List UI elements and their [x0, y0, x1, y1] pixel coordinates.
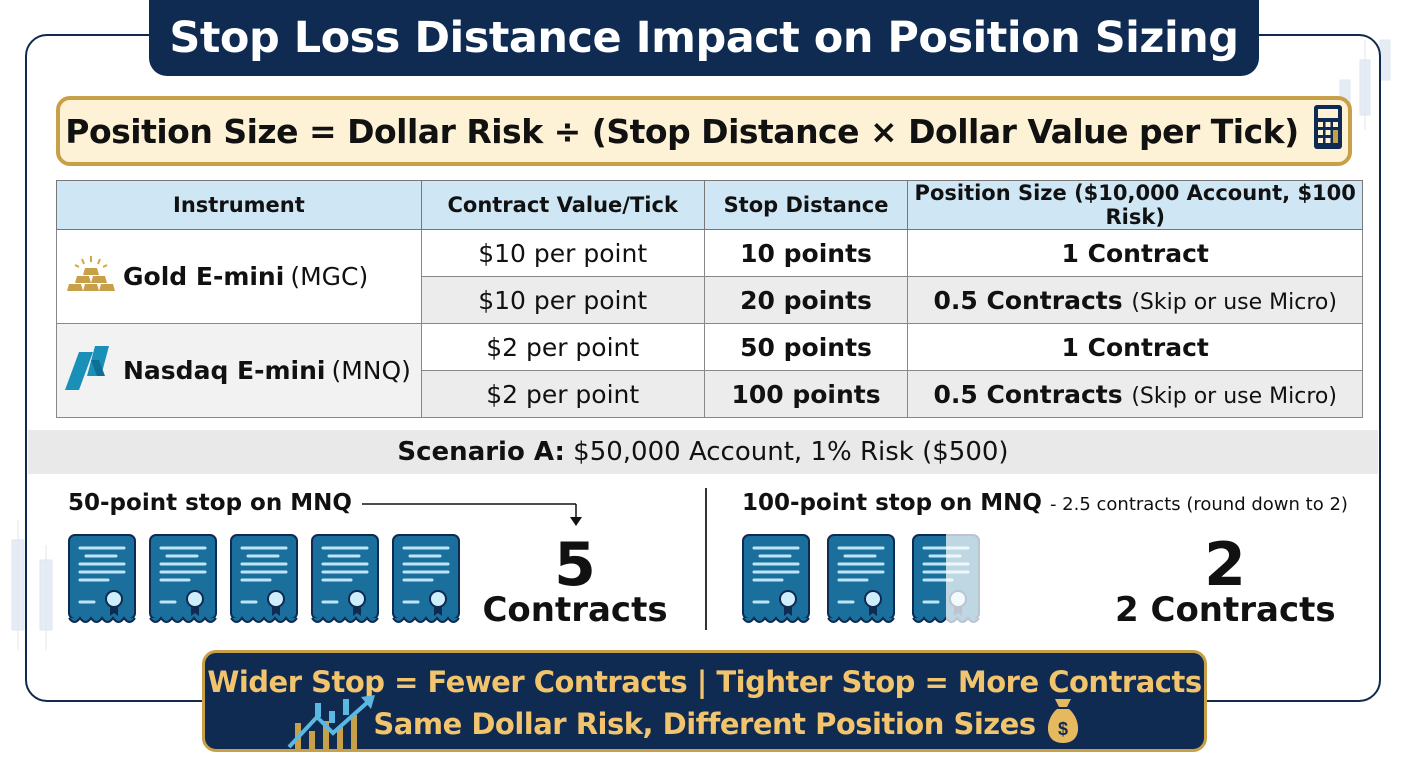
instrument-name: Gold E-mini [123, 262, 285, 291]
contract-certificate-icon [742, 534, 810, 632]
instrument-symbol: (MNQ) [331, 356, 411, 385]
left-big-number: 5 [554, 530, 596, 600]
instrument-cell-nasdaq: Nasdaq E-mini (MNQ) [56, 323, 422, 418]
contract-certificate-icon [827, 534, 895, 632]
contract-certificate-icon [230, 534, 298, 632]
svg-text:$: $ [1058, 719, 1068, 739]
divider [705, 488, 707, 630]
size-value: 0.5 Contracts [933, 285, 1123, 315]
chart-growth-icon [287, 695, 375, 751]
contract-certificate-icon [392, 534, 460, 632]
right-case-note: - 2.5 contracts (round down to 2) [1049, 494, 1348, 515]
table-row: Gold E-mini (MGC) $10 per point 10 point… [56, 229, 1363, 324]
header-value-tick: Contract Value/Tick [420, 180, 705, 230]
value-tick-cell: $10 per point [420, 229, 705, 277]
position-size-table: Instrument Contract Value/Tick Stop Dist… [56, 180, 1363, 418]
contract-certificate-icon [311, 534, 379, 632]
money-bag-icon: $ [1047, 699, 1079, 743]
table-row: Nasdaq E-mini (MNQ) $2 per point 50 poin… [56, 323, 1363, 418]
value-tick-cell: $2 per point [420, 370, 705, 418]
right-case-title: 100-point stop on MNQ [742, 490, 1042, 516]
position-size-cell: 0.5 Contracts (Skip or use Micro) [907, 276, 1363, 324]
stop-distance-cell: 20 points [703, 276, 909, 324]
scenario-text: $50,000 Account, 1% Risk ($500) [573, 437, 1009, 467]
stop-distance-cell: 100 points [703, 370, 909, 418]
size-value: 1 Contract [1061, 332, 1209, 362]
position-size-cell: 1 Contract [907, 229, 1363, 277]
left-case-label: 50-point stop on MNQ [68, 490, 352, 516]
table-row: $10 per point 20 points 0.5 Contracts (S… [57, 276, 1363, 324]
right-case-label: 100-point stop on MNQ - 2.5 contracts (r… [742, 490, 1348, 516]
stop-distance-cell: 50 points [703, 323, 909, 371]
right-big-label: 2 Contracts [1115, 590, 1336, 630]
size-value: 0.5 Contracts [933, 379, 1123, 409]
size-note: (Skip or use Micro) [1131, 289, 1337, 315]
header-position-size: Position Size ($10,000 Account, $100 Ris… [907, 180, 1363, 230]
formula-text: Position Size = Dollar Risk ÷ (Stop Dist… [65, 111, 1299, 151]
gold-bars-icon [65, 255, 117, 298]
value-tick-cell: $2 per point [420, 323, 705, 371]
footer-line-2: Same Dollar Risk, Different Position Siz… [205, 707, 1204, 741]
size-value: 1 Contract [1061, 238, 1209, 268]
scenario-bar: Scenario A: $50,000 Account, 1% Risk ($5… [28, 430, 1378, 474]
instrument-cell-gold: Gold E-mini (MGC) [56, 229, 422, 324]
arrow-icon [362, 503, 582, 526]
contracts-left [68, 534, 460, 632]
instrument-name: Nasdaq E-mini [123, 356, 326, 385]
nasdaq-logo-icon [65, 345, 117, 396]
instrument-symbol: (MGC) [290, 262, 369, 291]
formula-box: Position Size = Dollar Risk ÷ (Stop Dist… [56, 96, 1352, 166]
footer-line-2-text: Same Dollar Risk, Different Position Siz… [373, 707, 1036, 741]
stop-distance-cell: 10 points [703, 229, 909, 277]
left-big-label: Contracts [482, 590, 668, 630]
contract-certificate-icon [912, 534, 982, 632]
table-row: $2 per point 100 points 0.5 Contracts (S… [57, 370, 1363, 418]
size-note: (Skip or use Micro) [1131, 383, 1337, 409]
contract-certificate-icon [68, 534, 136, 632]
contract-certificate-icon [149, 534, 217, 632]
scenario-label: Scenario A: [397, 437, 565, 467]
contracts-right [742, 534, 982, 632]
calculator-icon [1313, 104, 1343, 158]
header-stop-distance: Stop Distance [703, 180, 909, 230]
footer-line-1: Wider Stop = Fewer Contracts | Tighter S… [207, 665, 1202, 699]
page-title: Stop Loss Distance Impact on Position Si… [149, 0, 1259, 76]
position-size-cell: 0.5 Contracts (Skip or use Micro) [907, 370, 1363, 418]
value-tick-cell: $10 per point [420, 276, 705, 324]
header-instrument: Instrument [56, 180, 422, 230]
table-header-row: Instrument Contract Value/Tick Stop Dist… [56, 180, 1363, 230]
position-size-cell: 1 Contract [907, 323, 1363, 371]
footer-banner: Wider Stop = Fewer Contracts | Tighter S… [202, 650, 1207, 752]
right-big-number: 2 [1204, 530, 1246, 600]
